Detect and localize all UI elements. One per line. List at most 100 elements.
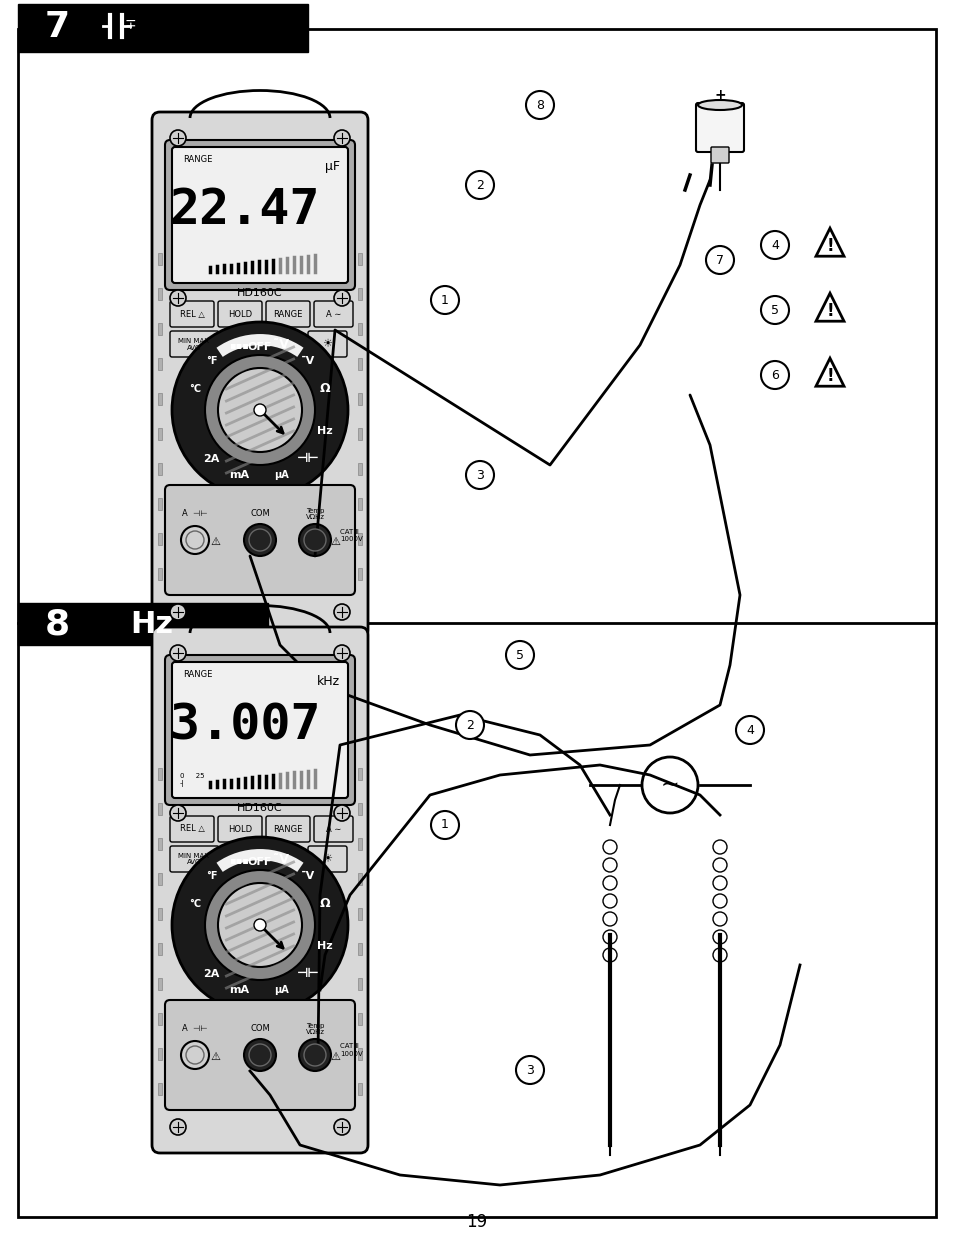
FancyBboxPatch shape — [218, 301, 262, 327]
Circle shape — [298, 524, 331, 557]
FancyBboxPatch shape — [218, 815, 262, 842]
FancyBboxPatch shape — [170, 815, 213, 842]
Text: 2A: 2A — [203, 453, 219, 463]
Circle shape — [249, 1045, 271, 1066]
Bar — [357, 908, 361, 920]
Bar — [158, 768, 162, 781]
Circle shape — [253, 403, 266, 416]
Text: HD160C: HD160C — [237, 803, 282, 813]
Text: ⚠: ⚠ — [330, 537, 339, 547]
Circle shape — [170, 806, 186, 820]
Circle shape — [760, 296, 788, 324]
Bar — [158, 463, 162, 476]
Text: MIN MAX
AVG: MIN MAX AVG — [178, 337, 210, 351]
Text: 3.007: 3.007 — [170, 701, 320, 749]
Bar — [18, 4, 308, 52]
FancyBboxPatch shape — [170, 301, 213, 327]
Bar — [357, 768, 361, 781]
Text: REL △: REL △ — [179, 310, 204, 319]
Text: 1: 1 — [440, 294, 449, 306]
Bar — [158, 288, 162, 300]
Bar — [158, 498, 162, 510]
FancyBboxPatch shape — [308, 331, 347, 357]
Text: ∼: ∼ — [660, 774, 679, 796]
Text: 6: 6 — [770, 369, 778, 381]
Text: A ∼: A ∼ — [326, 824, 341, 833]
Polygon shape — [815, 359, 843, 386]
Circle shape — [525, 91, 554, 120]
Text: 7: 7 — [716, 254, 723, 266]
Circle shape — [244, 524, 275, 557]
Text: RANGE: RANGE — [273, 310, 302, 319]
Text: HOLD: HOLD — [228, 824, 252, 833]
Circle shape — [170, 1119, 186, 1135]
Text: °F: °F — [206, 356, 217, 366]
Circle shape — [334, 806, 350, 820]
Circle shape — [172, 837, 348, 1013]
Text: Temp: Temp — [306, 508, 324, 514]
Circle shape — [181, 525, 209, 554]
Text: Hz: Hz — [130, 610, 172, 639]
Circle shape — [456, 711, 483, 740]
Bar — [158, 393, 162, 405]
Text: A  ⊣⊢: A ⊣⊢ — [182, 509, 208, 518]
Bar — [357, 1048, 361, 1059]
Text: 2A: 2A — [203, 969, 219, 979]
Text: COM: COM — [250, 509, 270, 518]
Text: 8: 8 — [536, 98, 543, 112]
Text: CAT Ⅱ
1000V: CAT Ⅱ 1000V — [339, 1043, 362, 1057]
Bar — [158, 1083, 162, 1096]
Text: A ∼: A ∼ — [326, 310, 341, 319]
Text: ▪▪▪: ▪▪▪ — [229, 855, 249, 865]
FancyBboxPatch shape — [696, 103, 743, 152]
Circle shape — [760, 232, 788, 259]
Bar — [357, 873, 361, 885]
Bar — [158, 253, 162, 265]
Text: ˉV: ˉV — [301, 872, 315, 881]
Text: ☀: ☀ — [322, 339, 332, 349]
Text: OFF: OFF — [248, 341, 272, 351]
Text: HD160C: HD160C — [237, 288, 282, 298]
Circle shape — [465, 171, 494, 199]
Text: 7: 7 — [45, 10, 71, 44]
Text: HOLD: HOLD — [228, 310, 252, 319]
Circle shape — [170, 645, 186, 661]
Circle shape — [304, 529, 326, 552]
Bar — [357, 359, 361, 370]
Circle shape — [186, 1046, 204, 1064]
Circle shape — [334, 1119, 350, 1135]
Text: 19: 19 — [466, 1213, 487, 1231]
Text: REL △: REL △ — [179, 824, 204, 833]
Bar — [158, 533, 162, 545]
Text: !: ! — [825, 238, 833, 255]
FancyBboxPatch shape — [314, 301, 353, 327]
Polygon shape — [815, 294, 843, 321]
Circle shape — [505, 641, 534, 669]
Text: μF: μF — [325, 161, 339, 173]
Text: 0     25
-|: 0 25 -| — [180, 773, 204, 787]
Circle shape — [760, 361, 788, 388]
FancyBboxPatch shape — [710, 147, 728, 163]
Circle shape — [205, 355, 314, 464]
Bar — [357, 322, 361, 335]
Text: ⚠: ⚠ — [210, 537, 220, 547]
Text: VΩHz: VΩHz — [305, 514, 324, 520]
Text: mA: mA — [229, 985, 249, 995]
Text: VΩHz: VΩHz — [305, 1030, 324, 1035]
Bar — [158, 908, 162, 920]
Bar — [357, 533, 361, 545]
Circle shape — [641, 757, 698, 813]
Circle shape — [170, 290, 186, 306]
Text: ˜V: ˜V — [273, 339, 289, 351]
FancyBboxPatch shape — [170, 847, 219, 871]
Circle shape — [304, 1045, 326, 1066]
Text: 4: 4 — [770, 239, 778, 251]
Bar — [357, 942, 361, 955]
Text: A  ⊣⊢: A ⊣⊢ — [182, 1023, 208, 1033]
Text: Hz: Hz — [317, 941, 333, 951]
Bar — [158, 873, 162, 885]
Circle shape — [253, 919, 266, 931]
FancyBboxPatch shape — [170, 331, 219, 357]
Circle shape — [334, 129, 350, 146]
Text: ˜V: ˜V — [273, 853, 289, 867]
